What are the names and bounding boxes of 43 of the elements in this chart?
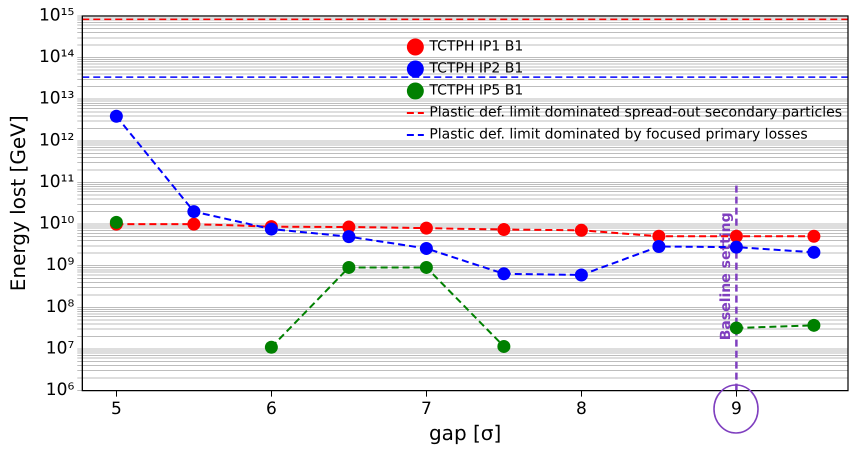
y-tick-label: 10⁷	[46, 338, 74, 358]
point	[342, 230, 356, 244]
legend-label: Plastic def. limit dominated spread-out secondary particles	[429, 104, 842, 121]
point	[807, 246, 820, 259]
x-tick-label: 7	[420, 399, 432, 420]
point	[807, 230, 820, 243]
point	[420, 260, 433, 274]
point	[497, 223, 510, 236]
point	[264, 340, 278, 354]
point	[807, 318, 820, 332]
point	[187, 218, 200, 231]
y-axis-title: Energy lost [GeV]	[6, 115, 30, 292]
point	[420, 242, 433, 255]
point	[730, 321, 743, 334]
y-tick-label: 10¹⁴	[38, 47, 74, 68]
y-tick-label: 10¹⁰	[38, 214, 74, 234]
y-tick-label: 10¹⁵	[38, 5, 74, 26]
point	[574, 268, 588, 282]
point	[497, 340, 510, 353]
point	[420, 222, 433, 235]
y-tick-label: 10⁹	[46, 255, 74, 276]
legend-label: TCTPH IP1 B1	[428, 38, 524, 55]
y-tick-label: 10¹¹	[38, 172, 74, 192]
point	[264, 222, 278, 236]
legend-label: TCTPH IP2 B1	[428, 60, 524, 77]
point	[110, 110, 123, 123]
x-tick-label: 6	[266, 399, 277, 420]
point	[342, 260, 356, 274]
point	[187, 205, 200, 218]
y-tick-label: 10⁶	[46, 380, 74, 400]
y-tick-label: 10¹³	[38, 88, 74, 109]
legend-label: TCTPH IP5 B1	[428, 82, 524, 99]
ref-line-label: Baseline setting	[718, 212, 734, 340]
legend-label: Plastic def. limit dominated by focused primary losses	[429, 126, 808, 143]
x-axis-title: gap [σ]	[428, 421, 502, 446]
point	[652, 240, 666, 253]
x-tick-label: 9	[730, 399, 742, 420]
y-tick-label: 10¹²	[38, 130, 74, 150]
x-tick-label: 8	[576, 399, 587, 420]
point	[574, 224, 588, 237]
y-tick-label: 10⁸	[46, 296, 74, 317]
point	[497, 267, 510, 280]
x-tick-label: 5	[110, 399, 122, 420]
